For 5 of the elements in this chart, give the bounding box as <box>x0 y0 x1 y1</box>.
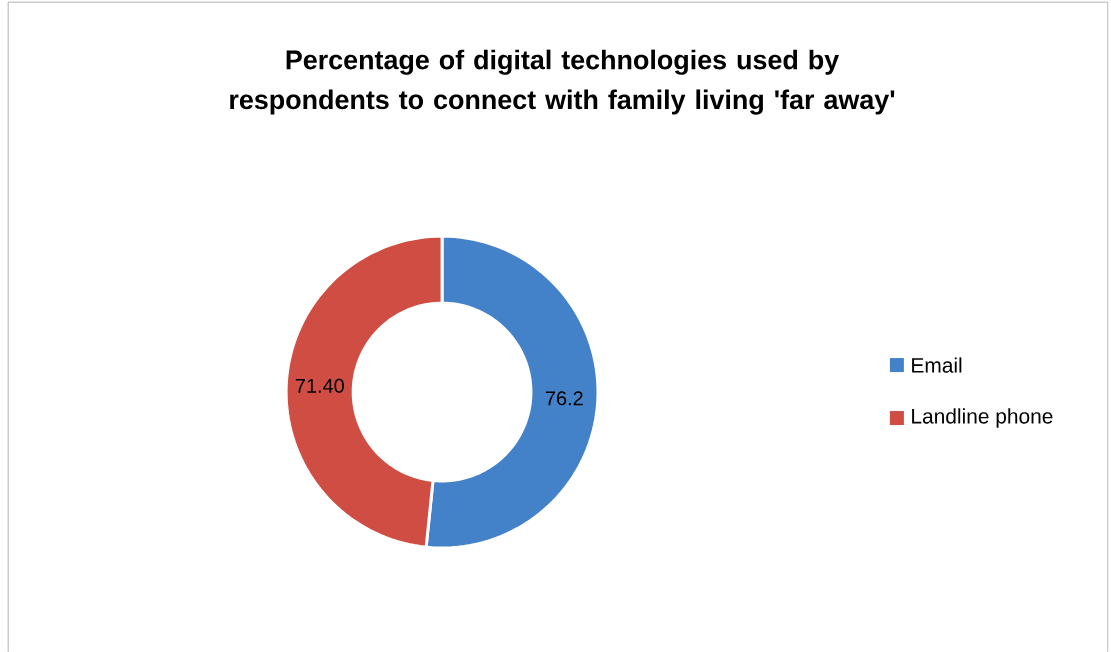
chart-title: Percentage of digital technologies used by respondents to connect with family living 'far away' <box>230 49 895 115</box>
data-label: 71.40 <box>295 378 344 393</box>
legend-label: Landline phone <box>912 408 1053 428</box>
data-label: 76.2 <box>545 391 583 406</box>
legend-label: Email <box>912 357 962 373</box>
